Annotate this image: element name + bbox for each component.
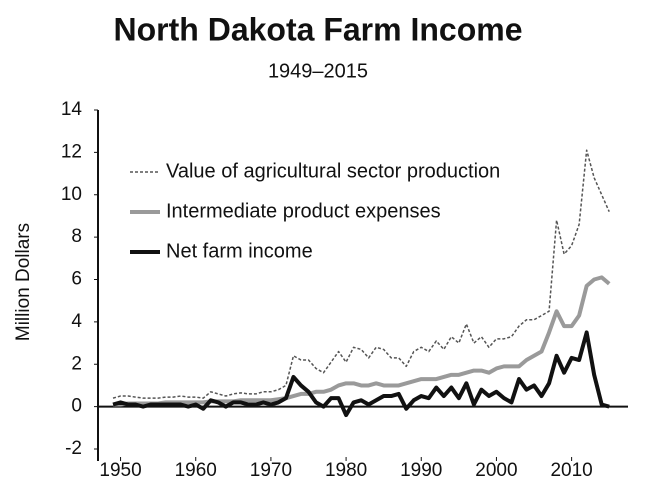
x-tick-label: 1960: [175, 460, 217, 481]
x-tick-label: 2000: [475, 460, 517, 481]
x-tick-label: 2010: [550, 460, 592, 481]
y-tick-label: 6: [71, 269, 82, 290]
x-tick-label: 1980: [325, 460, 367, 481]
y-tick-label: 14: [61, 99, 83, 120]
legend-label: Intermediate product expenses: [166, 200, 441, 222]
y-tick-label: 12: [61, 141, 82, 162]
series-line: [112, 149, 610, 399]
x-tick-label: 1970: [250, 460, 292, 481]
y-tick-label: 8: [71, 226, 82, 247]
series-line: [112, 330, 610, 418]
series-line: [113, 275, 611, 407]
chart-title: North Dakota Farm Income: [114, 11, 523, 47]
y-tick-label: 4: [71, 311, 82, 332]
y-tick-label: 2: [71, 353, 82, 374]
x-tick-label: 1990: [400, 460, 442, 481]
y-tick-label: 0: [71, 396, 82, 417]
y-axis-label: Million Dollars: [13, 223, 34, 341]
legend-label: Net farm income: [166, 240, 313, 262]
y-tick-label: 10: [61, 184, 82, 205]
legend-label: Value of agricultural sector production: [166, 160, 500, 182]
x-tick-label: 1950: [99, 460, 141, 481]
y-tick-label: -2: [65, 438, 82, 459]
chart-subtitle: 1949–2015: [268, 60, 368, 82]
